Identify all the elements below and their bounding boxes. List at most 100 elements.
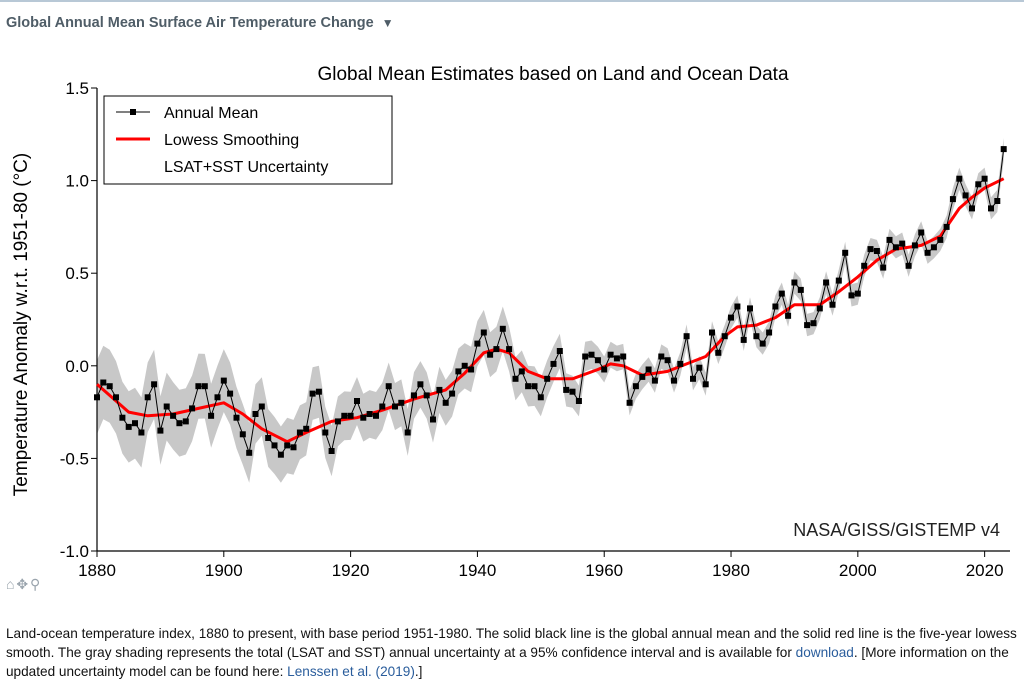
annual-mean-point <box>937 236 944 243</box>
download-link[interactable]: download <box>795 645 854 660</box>
annual-mean-point <box>981 175 988 182</box>
annual-mean-point <box>709 329 715 336</box>
annual-mean-point <box>525 383 532 390</box>
annual-mean-point <box>861 262 868 269</box>
annual-mean-point <box>715 349 722 356</box>
annual-mean-point <box>626 399 633 406</box>
top-rule <box>0 0 1024 2</box>
annual-mean-point <box>227 390 234 397</box>
annual-mean-point <box>537 394 544 401</box>
annual-mean-point <box>436 386 443 393</box>
annual-mean-point <box>759 340 766 347</box>
annual-mean-point <box>886 236 893 243</box>
annual-mean-point <box>601 366 608 373</box>
annual-mean-point <box>296 429 303 436</box>
annual-mean-point <box>258 403 265 410</box>
annual-mean-point <box>563 386 570 393</box>
annual-mean-point <box>531 383 538 390</box>
x-tick-label: 1920 <box>332 561 370 580</box>
chart-title: Global Mean Estimates based on Land and … <box>317 64 789 85</box>
annual-mean-point <box>664 357 671 364</box>
annual-mean-point <box>829 301 836 308</box>
annual-mean-point <box>455 368 462 375</box>
annual-mean-point <box>848 292 855 299</box>
chart-text-layer: -1.0 -0.5 0.0 0.5 1.0 1.5 1880 1900 1920 1940 1960… <box>11 64 1004 580</box>
legend-label-lowess: Lowess Smoothing <box>164 132 299 149</box>
annual-mean-point <box>208 412 215 419</box>
annual-mean-point <box>924 249 931 256</box>
annual-mean-point <box>189 405 196 412</box>
annual-mean-point <box>246 449 253 456</box>
y-axis-label: Temperature Anomaly w.r.t. 1951-80 (°C) <box>11 153 32 496</box>
annual-mean-point <box>949 196 956 203</box>
annual-mean-point <box>265 435 272 441</box>
y-tick-label: 1.0 <box>65 172 89 191</box>
annual-mean-point <box>873 248 880 254</box>
annual-mean-point <box>569 388 576 395</box>
annual-mean-point <box>753 333 760 340</box>
chevron-down-icon[interactable]: ▼ <box>381 16 394 30</box>
annual-mean-point <box>734 303 741 310</box>
caption-text-2: . [More information on the updated uncer… <box>6 645 1009 679</box>
annual-mean-point <box>449 390 456 397</box>
annual-mean-point <box>138 429 145 436</box>
annual-mean-point <box>671 377 677 384</box>
watermark: NASA/GISS/GISTEMP v4 <box>793 520 1000 540</box>
annual-mean-point <box>113 394 119 401</box>
home-icon[interactable]: ⌂ <box>6 576 15 592</box>
annual-mean-point <box>132 420 138 427</box>
annual-mean-point <box>277 451 284 458</box>
annual-mean-point <box>969 205 975 212</box>
annual-mean-point <box>766 329 773 336</box>
y-tick-label: -0.5 <box>60 449 89 468</box>
annual-mean-point <box>740 336 747 343</box>
temperature-chart: -1.0 -0.5 0.0 0.5 1.0 1.5 1880 1900 1920 1940 1960… <box>11 64 1010 580</box>
lenssen-link[interactable]: Lenssen et al. (2019) <box>287 664 415 679</box>
annual-mean-point <box>94 394 100 401</box>
annual-mean-point <box>905 262 912 269</box>
annual-mean-point <box>322 429 329 436</box>
section-title: Global Annual Mean Surface Air Temperatu… <box>6 15 374 31</box>
annual-mean-point <box>918 229 925 236</box>
annual-mean-point <box>791 279 798 286</box>
annual-mean-point <box>988 205 994 212</box>
annual-mean-point <box>176 420 183 427</box>
annual-mean-point <box>499 325 506 332</box>
annual-mean-point <box>303 425 310 432</box>
annual-mean-point <box>373 412 379 419</box>
annual-mean-point <box>468 366 475 373</box>
annual-mean-point <box>962 192 969 199</box>
annual-mean-point <box>620 353 627 360</box>
annual-mean-point <box>683 333 690 340</box>
annual-mean-point <box>835 277 842 284</box>
annual-mean-point <box>994 198 1001 204</box>
annual-mean-point <box>892 244 899 251</box>
annual-mean-point <box>271 442 278 449</box>
x-tick-label: 1900 <box>205 561 243 580</box>
annual-mean-point <box>360 414 367 421</box>
annual-mean-point <box>721 333 728 340</box>
annual-mean-point <box>119 414 126 421</box>
chart-toolbar: ⌂ ✥ ⚲ <box>6 576 40 593</box>
annual-mean-point <box>106 383 113 390</box>
x-tick-label: 1960 <box>585 561 623 580</box>
lowess-layer <box>96 177 1005 444</box>
annual-mean-point <box>556 348 563 354</box>
x-tick-label: 2000 <box>839 561 877 580</box>
annual-mean-point <box>480 329 487 336</box>
y-tick-label: 0.0 <box>65 357 89 376</box>
pan-icon[interactable]: ✥ <box>16 576 28 592</box>
section-header[interactable]: Global Annual Mean Surface Air Temperatu… <box>6 15 394 31</box>
annual-mean-point <box>125 423 132 430</box>
annual-mean-point <box>696 364 703 371</box>
annual-mean-point <box>347 412 354 419</box>
zoom-icon[interactable]: ⚲ <box>29 576 40 592</box>
annual-mean-point <box>417 381 424 388</box>
annual-mean-point <box>392 403 398 410</box>
annual-mean-point <box>911 242 918 249</box>
annual-mean-point <box>804 322 811 329</box>
legend-label-uncertainty: LSAT+SST Uncertainty <box>164 159 328 176</box>
annual-mean-point <box>170 412 177 419</box>
annual-mean-point <box>1000 146 1007 153</box>
annual-mean-point <box>341 412 348 419</box>
